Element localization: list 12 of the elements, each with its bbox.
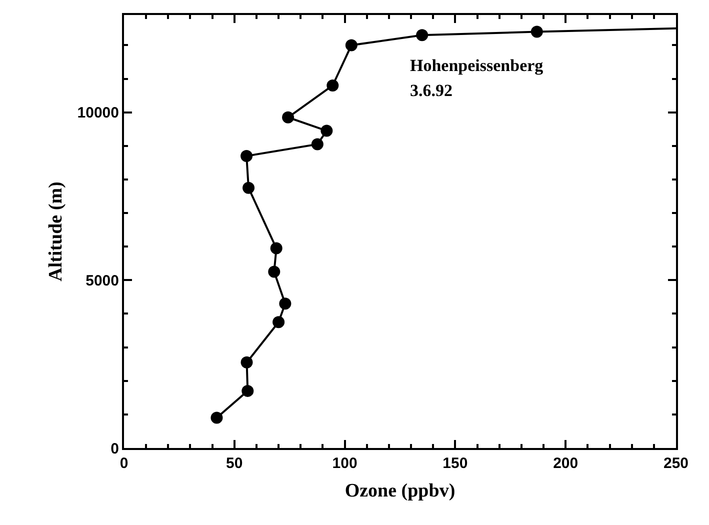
x-axis-title: Ozone (ppbv) — [344, 480, 456, 502]
annotation: 3.6.92 — [410, 81, 452, 100]
x-tick-label: 150 — [442, 455, 468, 472]
y-axis-title: Altitude (m) — [46, 182, 67, 282]
y-tick-label: 0 — [110, 440, 119, 458]
x-tick-label: 100 — [332, 455, 358, 472]
x-tick-label: 250 — [663, 455, 689, 472]
y-tick-label: 10000 — [77, 104, 119, 122]
x-tick-label: 200 — [553, 455, 578, 472]
annotation: Hohenpeissenberg — [410, 56, 544, 75]
x-tick-label: 50 — [226, 455, 243, 472]
y-tick-label: 5000 — [86, 272, 119, 290]
